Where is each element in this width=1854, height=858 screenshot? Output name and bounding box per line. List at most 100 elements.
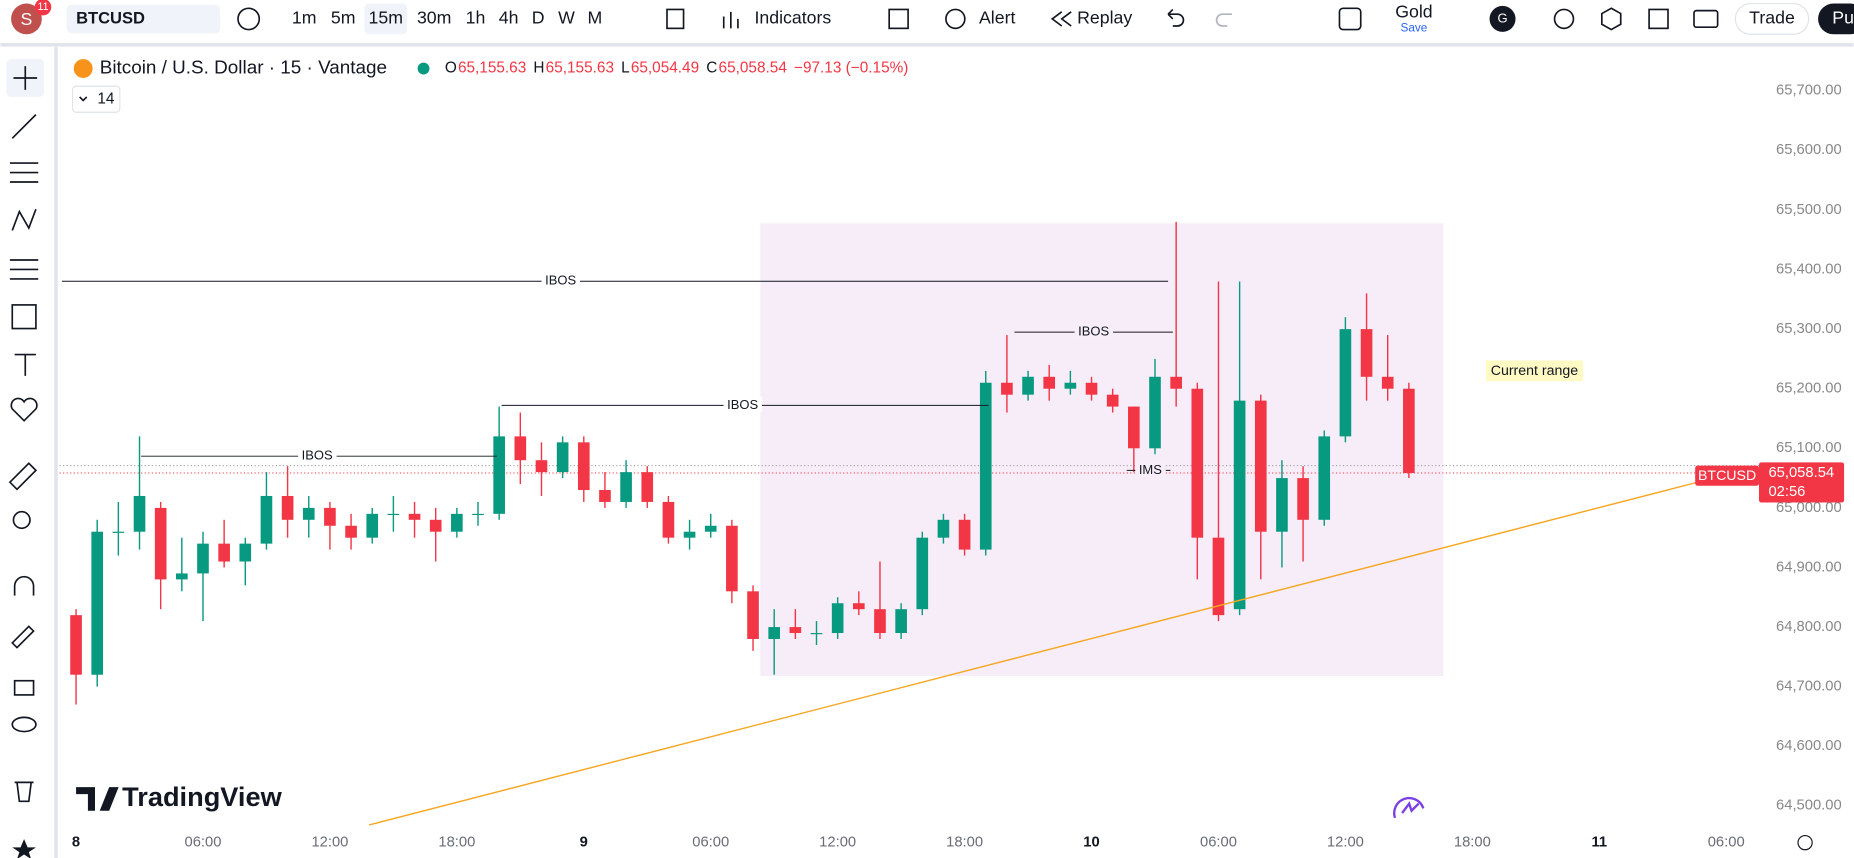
symbol-tag [1695,465,1759,486]
icon-tool[interactable] [10,397,38,422]
range-label: Current range [1491,363,1579,379]
interval-button[interactable]: D [532,8,545,28]
candle-body [302,507,315,520]
fib-tool[interactable] [9,162,39,183]
x-tick-label: 12:00 [1327,835,1364,851]
delete-tool[interactable] [14,781,34,803]
settings[interactable] [1600,7,1622,31]
zoom-tool[interactable] [12,510,31,530]
fullscreen[interactable] [1648,8,1669,30]
label-bg [723,396,763,412]
candle-body [916,537,929,610]
trade-button[interactable] [1734,2,1810,35]
trendline-tool[interactable] [11,114,37,139]
avatar[interactable] [11,3,42,35]
interval-button[interactable]: 4h [499,8,519,28]
candle-body [91,531,104,675]
snapshot[interactable] [1693,9,1719,29]
candle-body [1191,388,1204,538]
x-tick-label: 12:00 [311,835,348,851]
candle-body [154,507,167,580]
templates[interactable] [888,8,909,30]
indicators-button[interactable]: Indicators [754,8,831,28]
interval-button[interactable]: 1m [292,8,317,28]
market-status [417,62,430,75]
candle-body [535,460,548,473]
x-tick-label: 06:00 [692,835,729,851]
label-bg [1135,461,1166,477]
profile[interactable] [1489,5,1516,32]
interval-button[interactable]: W [558,8,575,28]
undo[interactable] [1167,8,1185,27]
x-tick-label: 10 [1083,835,1099,851]
y-tick-label: 65,400.00 [1776,261,1842,277]
replay-icon [1050,11,1072,27]
redo[interactable] [1215,13,1232,27]
search-icon[interactable] [1553,8,1575,30]
candle-body [662,501,675,538]
symbol-tag-label: BTCUSD [1698,468,1756,484]
trend-line [369,480,1703,826]
badge-count: 11 [37,1,48,13]
indicators-icon [722,11,739,29]
candle-body [366,513,379,538]
crosshair-icon [13,66,38,90]
watermark: TradingView [76,781,283,812]
structure-label: IBOS [545,273,576,288]
symbol-search[interactable] [66,4,221,34]
candle-body [345,525,357,538]
layout-name[interactable]: Gold [1395,2,1432,22]
interval-button[interactable]: 5m [331,8,356,28]
candle-body [1106,394,1119,407]
candle-body [556,442,569,473]
visibility-tool[interactable] [11,716,37,733]
candle-body [874,609,886,634]
x-tick-label: 06:00 [185,835,222,851]
candle-body [472,513,484,516]
measure-tool[interactable] [8,462,38,491]
ohlc-label: C [706,60,717,77]
label-bg [541,272,581,288]
candle-body [281,495,294,520]
candle-body [451,513,463,532]
interval-button[interactable]: 1h [466,8,486,28]
candle-body [1085,382,1098,395]
alert-button[interactable]: Alert [979,8,1016,28]
assistant-icon[interactable] [1393,796,1425,819]
magnet-tool[interactable] [13,575,35,596]
shape-tool[interactable] [11,304,37,330]
y-tick-label: 65,700.00 [1776,83,1842,99]
y-tick-label: 65,600.00 [1776,142,1842,158]
prediction-tool[interactable] [9,259,39,280]
chevron [79,96,88,102]
pattern-tool[interactable] [11,208,37,231]
candle-body [324,507,336,526]
axis-settings[interactable] [1797,834,1813,851]
candle-body [1360,329,1373,377]
indicators-toggle[interactable] [71,85,121,113]
interval-active [364,3,407,35]
add-symbol[interactable] [237,7,261,31]
badge [34,0,52,16]
layout-toggle[interactable] [1338,7,1362,31]
interval-button[interactable]: M [588,8,603,28]
interval-button[interactable]: 15m [368,8,402,28]
structure-label: IBOS [727,397,758,412]
structure-label: IBOS [302,448,333,463]
ohlc-value: 65,054.49 [631,60,699,77]
candle-body [641,472,654,502]
candle-body [1381,376,1394,389]
chart-type[interactable] [666,8,685,30]
y-tick-label: 64,600.00 [1776,738,1842,754]
drawing-mode[interactable] [11,625,35,649]
replay-button[interactable]: Replay [1077,8,1132,28]
candle-body [599,490,611,502]
text-tool[interactable] [14,353,36,376]
lock-tool[interactable] [13,679,35,696]
candle-body [1064,382,1077,389]
label-bg [298,447,337,463]
publish-button[interactable] [1818,3,1854,35]
favorites[interactable] [12,839,36,858]
interval-button[interactable]: 30m [417,8,451,28]
